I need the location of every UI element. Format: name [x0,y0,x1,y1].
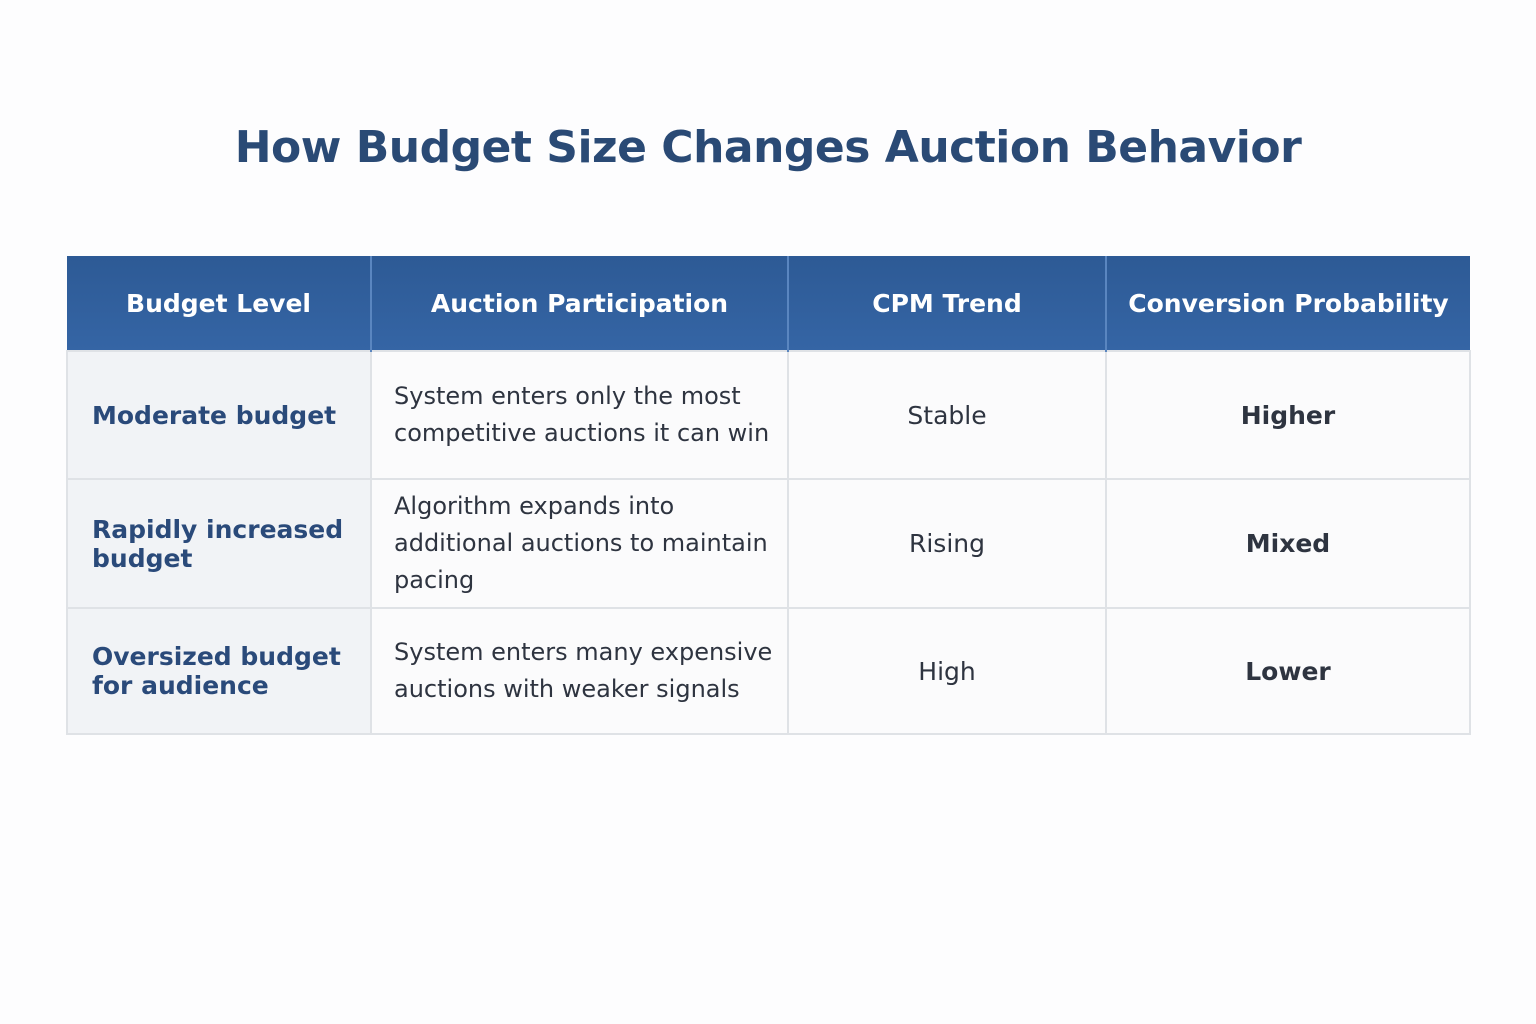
table-row: Rapidly increased budget Algorithm expan… [66,478,1471,609]
conversion-cell: Lower [1105,607,1471,735]
cpm-trend-cell: Stable [787,350,1107,480]
column-header: Budget Level [67,256,372,351]
participation-cell: System enters only the most competitive … [370,350,789,480]
conversion-cell: Higher [1105,350,1471,480]
column-header: Conversion Probability [1106,256,1470,351]
cpm-trend-cell: High [787,607,1107,735]
conversion-cell: Mixed [1105,478,1471,609]
column-header: CPM Trend [788,256,1107,351]
column-header: Auction Participation [371,256,789,351]
cpm-trend-cell: Rising [787,478,1107,609]
budget-level-cell: Moderate budget [66,350,372,480]
header-row: Budget Level Auction Participation CPM T… [67,256,1470,351]
table-row: Moderate budget System enters only the m… [66,350,1471,480]
table-row: Oversized budget for audience System ent… [66,607,1471,735]
budget-level-cell: Oversized budget for audience [66,607,372,735]
comparison-table: Budget Level Auction Participation CPM T… [66,256,1471,735]
participation-cell: Algorithm expands into additional auctio… [370,478,789,609]
participation-cell: System enters many expensive auctions wi… [370,607,789,735]
page-title: How Budget Size Changes Auction Behavior [234,122,1302,173]
budget-level-cell: Rapidly increased budget [66,478,372,609]
